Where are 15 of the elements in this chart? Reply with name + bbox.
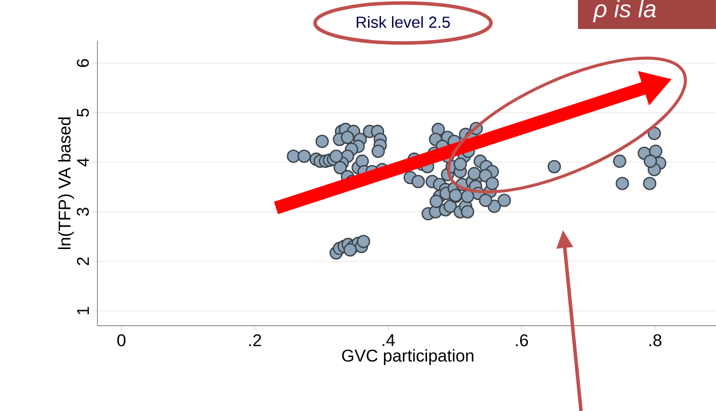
y-tick-label: 3 <box>76 208 89 216</box>
x-tick-label: .8 <box>649 334 662 346</box>
y-tick-label: 5 <box>76 108 89 117</box>
text: ρ is la <box>592 0 656 22</box>
y-tick-label: 2 <box>76 257 89 266</box>
x-tick-label: .6 <box>516 334 528 346</box>
y-axis-title: ln(TFP) VA based <box>58 117 74 250</box>
y-tick-label: 4 <box>77 158 89 167</box>
x-tick-label: 0 <box>117 334 126 346</box>
x-tick-label: .4 <box>382 334 395 346</box>
y-tick-label: 1 <box>77 306 89 314</box>
x-axis-title: GVC participation <box>342 349 474 366</box>
y-tick-label: 6 <box>76 59 89 67</box>
x-tick-label: .2 <box>249 334 262 346</box>
chart-title: Risk level 2.5 <box>356 16 450 28</box>
